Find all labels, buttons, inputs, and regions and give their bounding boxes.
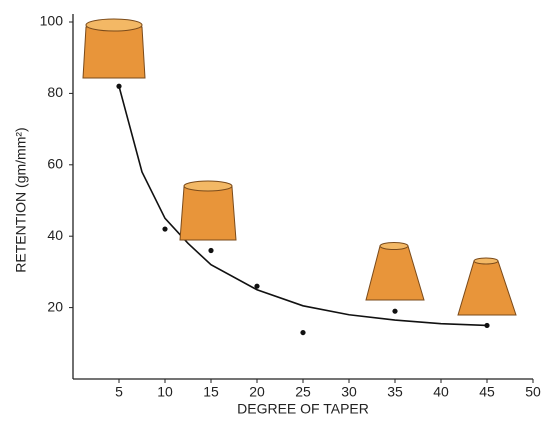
y-axis-label: RETENTION (gm/mm²): [13, 127, 29, 272]
y-tick-label: 80: [47, 84, 63, 100]
y-tick-label: 40: [47, 227, 63, 243]
x-tick-label: 35: [387, 384, 403, 400]
data-point: [392, 309, 397, 314]
y-tick-label: 20: [47, 298, 63, 314]
x-tick-label: 25: [295, 384, 311, 400]
x-tick-label: 45: [479, 384, 495, 400]
y-tick-label: 60: [47, 156, 63, 172]
data-point: [300, 330, 305, 335]
cone-top: [86, 19, 142, 31]
x-tick-label: 30: [341, 384, 357, 400]
cone-top: [380, 243, 408, 250]
cone-illustrations: [83, 19, 516, 315]
x-tick-label: 5: [115, 384, 123, 400]
x-tick-label: 40: [433, 384, 449, 400]
cone-top: [184, 181, 232, 191]
x-axis-label: DEGREE OF TAPER: [237, 401, 369, 417]
chart: DEGREE OF TAPER RETENTION (gm/mm²) 5 10 15…: [0, 0, 541, 423]
cone-illustration: [180, 187, 236, 240]
y-tick-label: 100: [40, 13, 64, 29]
x-tick-label: 50: [525, 384, 541, 400]
data-point: [162, 226, 167, 231]
cone-illustration: [83, 27, 145, 78]
data-point: [208, 248, 213, 253]
cone-illustration: [366, 246, 424, 300]
cone-illustration: [458, 261, 516, 315]
fit-curve: [119, 86, 487, 325]
x-tick-label: 10: [157, 384, 173, 400]
cone-top: [474, 258, 498, 264]
x-tick-label: 20: [249, 384, 265, 400]
x-tick-label: 15: [203, 384, 219, 400]
